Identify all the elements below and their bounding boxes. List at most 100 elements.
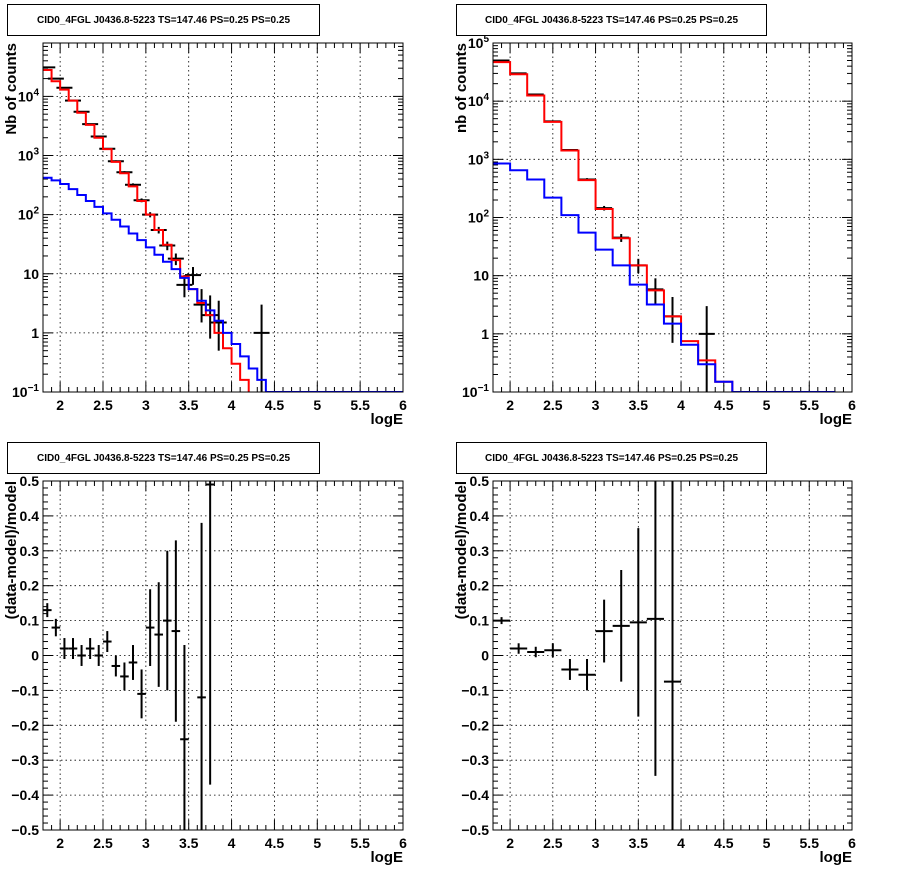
data-point <box>698 306 715 392</box>
x-axis-label: logE <box>820 411 853 428</box>
axis-ticks <box>42 480 404 831</box>
data-point <box>159 241 176 251</box>
data-point <box>527 646 545 658</box>
x-tick-label: 2.5 <box>543 835 563 851</box>
data-point <box>85 638 95 659</box>
y-tick-label: 0 <box>481 648 489 664</box>
y-tick-label: 0.5 <box>470 473 490 489</box>
x-tick-label: 4.5 <box>265 835 285 851</box>
data-point <box>43 603 52 618</box>
x-tick-label: 3 <box>592 397 600 413</box>
x-tick-label: 5 <box>313 397 321 413</box>
y-tick-label: 0.2 <box>20 578 40 594</box>
data-point <box>163 550 172 691</box>
errorbar-series <box>493 481 682 830</box>
data-point <box>646 481 664 776</box>
data-point <box>578 658 596 691</box>
data-point <box>51 618 61 637</box>
chart-panel-4: 2 2.5 3 3.5 4 4.5 5 5.5 6 −0.5 −0.4 −0.3 −0.2 −0.1 0 0.… <box>453 473 856 866</box>
x-tick-label: 4.5 <box>714 835 734 851</box>
y-tick-label: −0.3 <box>11 752 39 768</box>
y-tick-label: −0.4 <box>461 787 489 803</box>
x-tick-label: 2 <box>56 397 64 413</box>
x-tick-label: 5.5 <box>800 835 820 851</box>
x-tick-label: 2.5 <box>93 835 113 851</box>
y-tick-label: −0.4 <box>11 787 39 803</box>
data-point <box>210 300 227 351</box>
x-axis-label: logE <box>820 849 853 866</box>
axis-ticks <box>42 42 404 393</box>
plot-frame <box>492 480 853 831</box>
y-tick-label: 0.2 <box>470 578 490 594</box>
chart-title: CID0_4FGL J0436.8-5223 TS=147.46 PS=0.25… <box>456 442 767 474</box>
data-point <box>77 645 86 666</box>
y-tick-label: −0.5 <box>461 822 489 838</box>
y-tick-label: 10−1 <box>12 383 39 400</box>
y-tick-label: 0.1 <box>470 613 490 629</box>
data-point <box>544 643 562 658</box>
grid <box>493 43 852 392</box>
y-tick-label: 0.4 <box>470 508 490 524</box>
data-point <box>111 655 121 677</box>
x-tick-label: 3.5 <box>629 397 649 413</box>
data-series <box>43 481 215 830</box>
x-tick-label: 3.5 <box>629 835 649 851</box>
x-tick-label: 5 <box>763 397 771 413</box>
data-point <box>68 638 78 659</box>
chart-title: CID0_4FGL J0436.8-5223 TS=147.46 PS=0.25… <box>456 4 767 36</box>
x-tick-label: 4.5 <box>265 397 285 413</box>
x-tick-label: 5.5 <box>800 397 820 413</box>
x-tick-label: 3 <box>142 835 150 851</box>
x-tick-label: 3 <box>592 835 600 851</box>
x-tick-label: 5 <box>313 835 321 851</box>
chart-panel-3: 2 2.5 3 3.5 4 4.5 5 5.5 6 −0.5 −0.4 −0.3 −0.2 −0.1 0 0.… <box>3 473 407 866</box>
step-series-3 <box>493 162 835 392</box>
y-tick-label: −0.2 <box>461 717 489 733</box>
plot-frame <box>492 42 853 393</box>
data-point <box>154 582 163 687</box>
y-tick-label: 10−1 <box>462 383 489 400</box>
y-tick-label: 103 <box>468 150 490 167</box>
y-tick-label: 10 <box>23 266 39 282</box>
chart-panel-2: 2 2.5 3 3.5 4 4.5 5 5.5 6 10−1 1 10 102 103 104 105 logE… <box>453 34 856 428</box>
data-point <box>612 569 630 682</box>
y-tick-label: −0.1 <box>461 682 489 698</box>
x-tick-label: 3 <box>142 397 150 413</box>
y-tick-label: 10 <box>473 268 489 284</box>
data-point <box>595 599 613 663</box>
y-axis-label: (data-model)/model <box>453 481 470 619</box>
y-tick-label: 0.3 <box>20 543 40 559</box>
x-tick-label: 5.5 <box>350 835 370 851</box>
x-axis-label: logE <box>371 849 404 866</box>
x-tick-label: 6 <box>848 397 856 413</box>
data-point <box>47 77 64 80</box>
x-tick-label: 4 <box>228 835 236 851</box>
x-tick-label: 4 <box>677 835 685 851</box>
x-tick-label: 4.5 <box>714 397 734 413</box>
x-tick-label: 2 <box>506 835 514 851</box>
y-axis-label: Nb of counts <box>3 43 20 135</box>
step-series-3 <box>43 176 403 392</box>
data-point <box>56 86 73 89</box>
chart-panel-1: 2 2.5 3 3.5 4 4.5 5 5.5 6 10−1 1 10 102 103 104 logE Nb … <box>3 42 407 428</box>
x-tick-label: 2 <box>56 835 64 851</box>
x-tick-label: 5 <box>763 835 771 851</box>
data-point <box>193 289 210 323</box>
data-point <box>120 662 129 691</box>
y-axis-label: nb of counts <box>453 43 470 133</box>
x-axis-label: logE <box>371 411 404 428</box>
y-tick-label: 0.1 <box>20 613 40 629</box>
data-point <box>94 645 103 666</box>
y-tick-label: 0.5 <box>20 473 40 489</box>
errorbar-series <box>43 481 215 830</box>
y-tick-label: −0.5 <box>11 822 39 838</box>
chart-title: CID0_4FGL J0436.8-5223 TS=147.46 PS=0.25… <box>7 442 320 474</box>
data-point <box>171 540 181 722</box>
x-tick-label: 6 <box>399 397 407 413</box>
x-tick-label: 4 <box>677 397 685 413</box>
data-point <box>510 643 528 654</box>
x-tick-label: 6 <box>848 835 856 851</box>
y-tick-label: 0.4 <box>20 508 40 524</box>
data-series <box>493 59 835 392</box>
